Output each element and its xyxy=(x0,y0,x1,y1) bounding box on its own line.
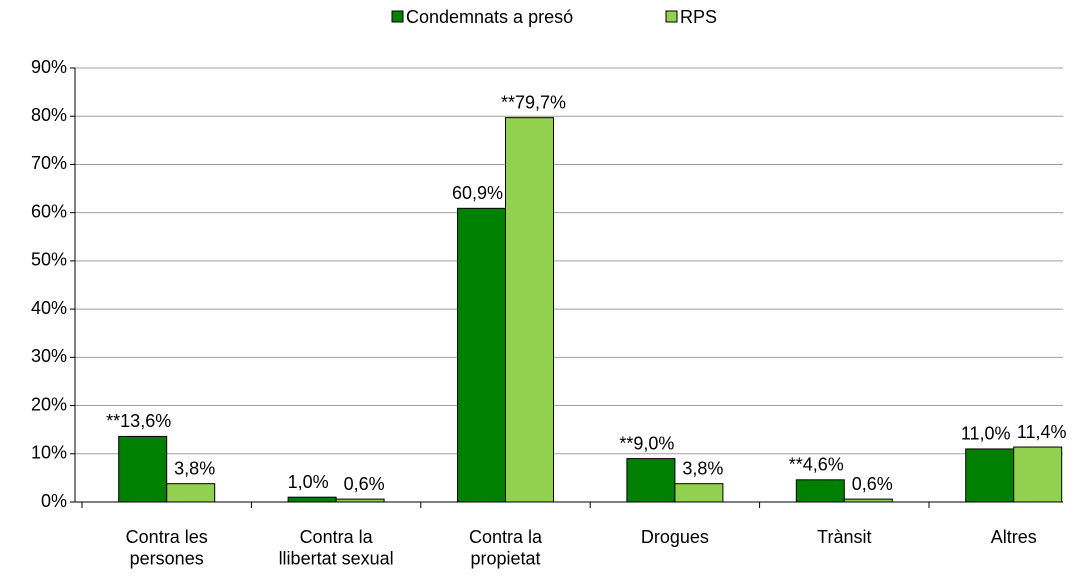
y-tick-label: 70% xyxy=(31,153,67,173)
y-tick-label: 90% xyxy=(31,57,67,77)
value-label: **13,6% xyxy=(106,411,171,431)
bar xyxy=(965,448,1015,503)
y-tick-label: 0% xyxy=(41,491,67,511)
value-label: **9,0% xyxy=(619,433,674,453)
bar xyxy=(166,483,216,503)
x-tick-label: Altres xyxy=(991,527,1037,547)
x-tick-label: Contra la llibertat sexual xyxy=(279,527,394,569)
x-tick-label: Contra la propietat xyxy=(469,527,543,569)
legend-label: Condemnats a presó xyxy=(406,7,573,27)
value-label: 11,0% xyxy=(961,424,1011,444)
bar xyxy=(626,458,676,503)
legend-swatch xyxy=(391,10,404,23)
bar xyxy=(1013,446,1063,503)
bar xyxy=(287,496,337,503)
y-tick-label: 60% xyxy=(31,201,67,221)
x-tick-label: Drogues xyxy=(641,527,709,547)
y-tick-label: 80% xyxy=(31,105,67,125)
bar xyxy=(118,435,168,503)
value-label: 0,6% xyxy=(852,474,893,494)
value-label: 3,8% xyxy=(682,458,723,478)
y-tick-label: 10% xyxy=(31,443,67,463)
value-label: **79,7% xyxy=(501,92,566,112)
x-tick-label: Trànsit xyxy=(817,527,871,547)
bar xyxy=(457,207,506,503)
bar xyxy=(505,117,554,503)
bar xyxy=(674,483,724,503)
bar xyxy=(795,479,845,503)
value-label: 0,6% xyxy=(344,474,385,494)
value-label: 3,8% xyxy=(174,458,215,478)
legend-label: RPS xyxy=(680,7,717,27)
y-tick-label: 30% xyxy=(31,346,67,366)
y-tick-label: 20% xyxy=(31,394,67,414)
legend-swatch xyxy=(665,10,678,23)
y-tick-label: 50% xyxy=(31,250,67,270)
value-label: 11,4% xyxy=(1017,422,1067,442)
x-tick-label: Contra les persones xyxy=(126,527,208,569)
value-label: 1,0% xyxy=(288,472,329,492)
value-label: **4,6% xyxy=(789,455,844,475)
y-tick-label: 40% xyxy=(31,298,67,318)
value-label: 60,9% xyxy=(452,183,503,203)
